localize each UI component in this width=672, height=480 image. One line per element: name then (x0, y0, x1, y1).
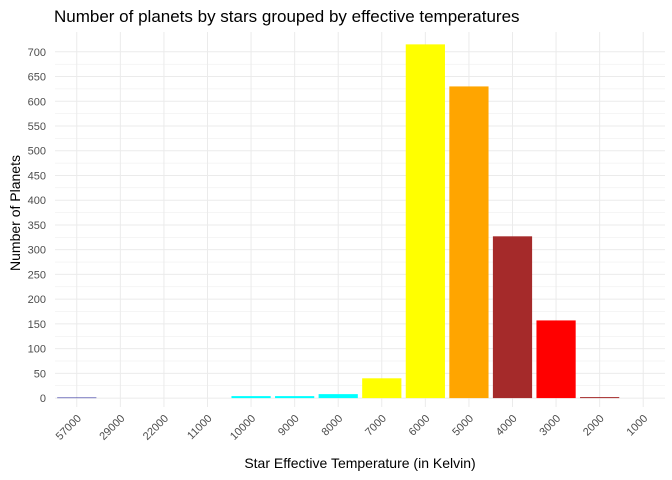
bar-2000 (580, 397, 620, 399)
y-tick-label: 700 (28, 47, 46, 59)
y-tick-label: 400 (28, 195, 46, 207)
y-tick-label: 250 (28, 269, 46, 281)
bar-5000 (449, 86, 489, 399)
x-tick-label: 29000 (97, 413, 127, 443)
x-tick-label: 5000 (450, 413, 476, 439)
x-tick-label: 57000 (54, 413, 84, 443)
x-tick-label: 8000 (320, 413, 346, 439)
y-tick-label: 550 (28, 121, 46, 133)
bars (57, 44, 620, 399)
x-tick-labels: 57000 29000 22000 11000 10000 9000 8000 7000 600… (54, 413, 651, 443)
x-tick-label: 4000 (494, 413, 520, 439)
y-tick-label: 200 (28, 294, 46, 306)
y-tick-label: 450 (28, 170, 46, 182)
x-tick-label: 7000 (363, 413, 389, 439)
y-tick-label: 350 (28, 220, 46, 232)
x-tick-label: 2000 (581, 413, 607, 439)
y-tick-label: 50 (34, 368, 46, 380)
y-tick-label: 300 (28, 245, 46, 257)
chart-title: Number of planets by stars grouped by ef… (54, 7, 520, 26)
y-tick-labels: 0 50 100 150 200 250 300 350 400 450 500 550 600 650 7… (28, 47, 46, 405)
bar-4000 (492, 236, 533, 399)
x-tick-label: 22000 (141, 413, 171, 443)
x-tick-label: 6000 (407, 413, 433, 439)
bar-6000 (405, 44, 445, 399)
bar-9000 (275, 396, 315, 399)
bar-8000 (318, 394, 358, 399)
x-tick-label: 3000 (537, 413, 563, 439)
y-tick-label: 650 (28, 72, 46, 84)
y-tick-label: 150 (28, 319, 46, 331)
x-tick-label: 11000 (185, 413, 215, 443)
y-tick-label: 600 (28, 96, 46, 108)
y-tick-label: 500 (28, 146, 46, 158)
bar-3000 (536, 320, 576, 399)
x-tick-label: 10000 (228, 413, 258, 443)
bar-10000 (231, 396, 271, 399)
bar-7000 (362, 378, 402, 399)
x-tick-label: 9000 (276, 413, 302, 439)
x-tick-label: 1000 (625, 413, 651, 439)
x-axis-label: Star Effective Temperature (in Kelvin) (244, 455, 476, 471)
y-tick-label: 0 (40, 393, 46, 405)
y-tick-label: 100 (28, 344, 46, 356)
